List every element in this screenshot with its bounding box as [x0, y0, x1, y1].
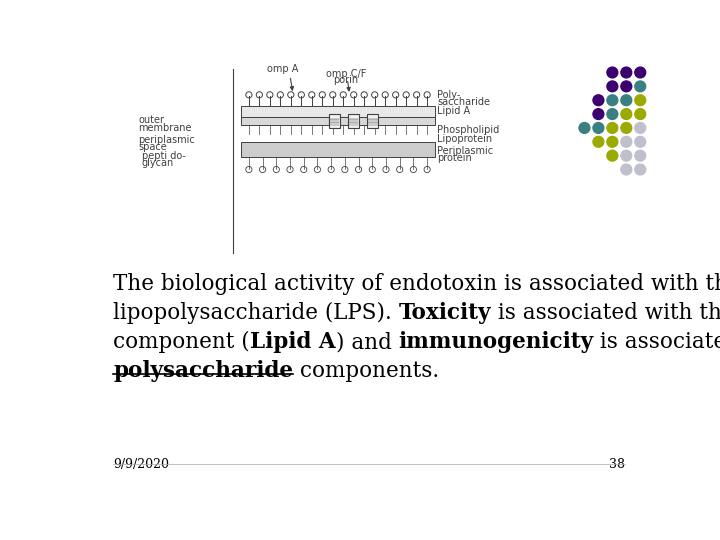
- Circle shape: [621, 95, 631, 106]
- Text: space: space: [138, 142, 167, 152]
- Bar: [241, 117, 435, 125]
- Circle shape: [593, 137, 604, 147]
- Text: component (: component (: [113, 331, 250, 353]
- Circle shape: [607, 95, 618, 106]
- Text: glycan: glycan: [142, 158, 174, 168]
- Text: immunogenicity: immunogenicity: [398, 331, 593, 353]
- Circle shape: [635, 81, 646, 92]
- Circle shape: [621, 67, 631, 78]
- Circle shape: [607, 109, 618, 119]
- Text: ) and: ) and: [336, 331, 398, 353]
- Circle shape: [579, 123, 590, 133]
- Circle shape: [621, 164, 631, 175]
- Circle shape: [635, 95, 646, 106]
- Text: omp A: omp A: [266, 64, 298, 74]
- Circle shape: [621, 150, 631, 161]
- Text: pepti do-: pepti do-: [142, 151, 186, 161]
- Text: 38: 38: [608, 458, 625, 471]
- Text: Toxicity: Toxicity: [399, 302, 491, 324]
- Circle shape: [607, 81, 618, 92]
- Text: Lipoprotein: Lipoprotein: [437, 134, 492, 145]
- Text: polysaccharide: polysaccharide: [113, 361, 293, 382]
- Text: Poly-: Poly-: [437, 90, 461, 100]
- Circle shape: [635, 109, 646, 119]
- Text: saccharide: saccharide: [437, 97, 490, 107]
- Circle shape: [635, 137, 646, 147]
- Circle shape: [621, 81, 631, 92]
- Circle shape: [621, 123, 631, 133]
- Text: Phospholipid: Phospholipid: [437, 125, 500, 135]
- Text: membrane: membrane: [138, 123, 192, 133]
- Circle shape: [593, 95, 604, 106]
- Text: periplasmic: periplasmic: [138, 135, 195, 145]
- Circle shape: [621, 109, 631, 119]
- Circle shape: [607, 150, 618, 161]
- Text: protein: protein: [437, 153, 472, 163]
- Text: components.: components.: [293, 361, 439, 382]
- Bar: [348, 114, 359, 128]
- Text: The biological activity of endotoxin is associated with the: The biological activity of endotoxin is …: [113, 273, 720, 295]
- Bar: [241, 106, 435, 117]
- Text: porin: porin: [333, 75, 359, 85]
- Text: omp C/F: omp C/F: [325, 69, 366, 79]
- Circle shape: [621, 137, 631, 147]
- Circle shape: [635, 67, 646, 78]
- Text: Lipid A: Lipid A: [250, 331, 336, 353]
- Circle shape: [607, 67, 618, 78]
- Circle shape: [593, 123, 604, 133]
- Text: 9/9/2020: 9/9/2020: [113, 458, 169, 471]
- Bar: [241, 142, 435, 157]
- Text: is associated with the: is associated with the: [593, 331, 720, 353]
- Circle shape: [635, 150, 646, 161]
- Circle shape: [607, 137, 618, 147]
- Text: Periplasmic: Periplasmic: [437, 146, 493, 156]
- Circle shape: [607, 123, 618, 133]
- Circle shape: [593, 109, 604, 119]
- Circle shape: [635, 123, 646, 133]
- Text: Lipid A: Lipid A: [437, 106, 470, 116]
- Text: outer: outer: [138, 115, 164, 125]
- Text: lipopolysaccharide (LPS).: lipopolysaccharide (LPS).: [113, 302, 399, 324]
- Bar: [329, 114, 340, 128]
- Circle shape: [635, 164, 646, 175]
- Bar: [367, 114, 378, 128]
- Text: is associated with the lipid: is associated with the lipid: [491, 302, 720, 324]
